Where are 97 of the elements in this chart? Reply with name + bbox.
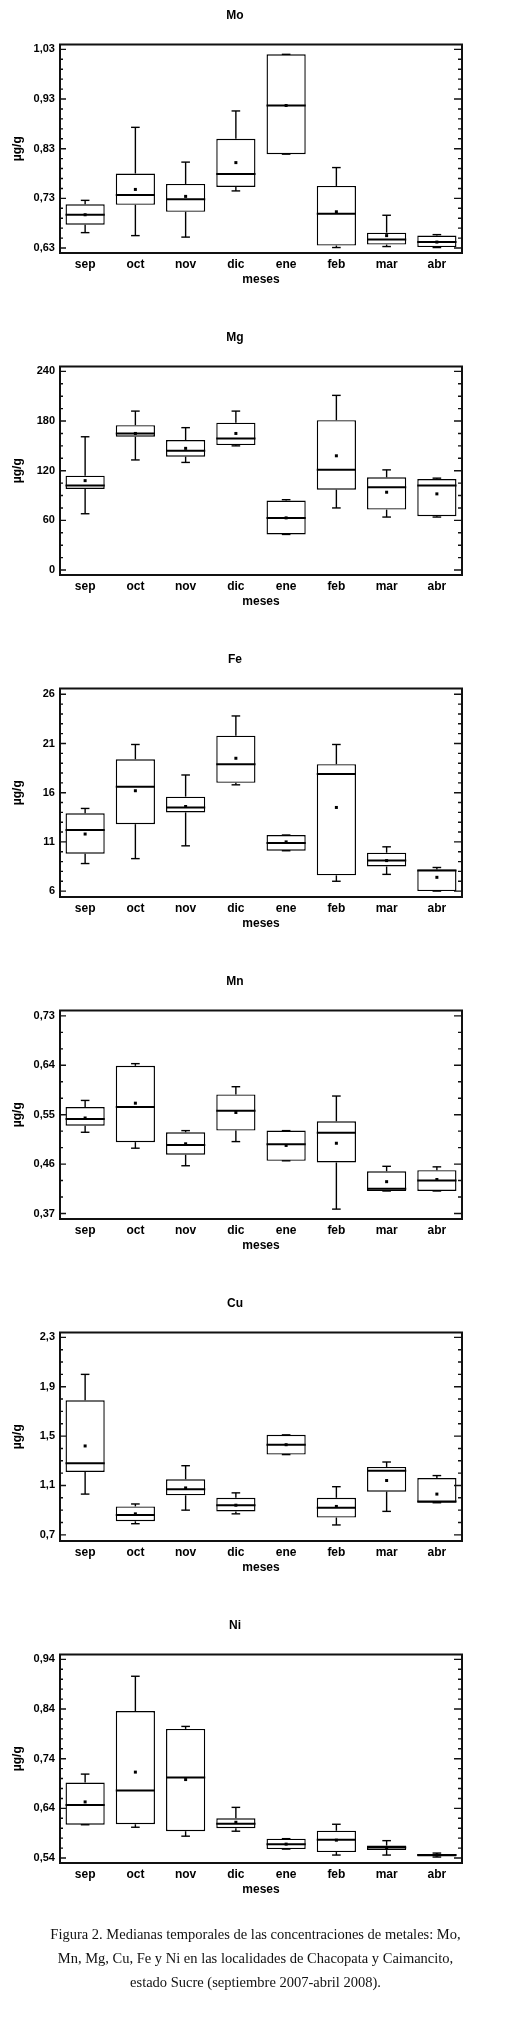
x-tick-label: sep (74, 900, 96, 915)
x-tick-label: feb (327, 1222, 346, 1237)
x-tick-label: oct (126, 1544, 145, 1559)
x-tick-label: abr (427, 900, 447, 915)
y-tick-label: 1,03 (33, 42, 55, 55)
x-tick-label: nov (174, 1866, 197, 1881)
x-tick-label: nov (174, 578, 197, 593)
x-axis-title: meses (242, 1560, 280, 1575)
x-tick-label: ene (275, 900, 297, 915)
x-tick-label: mar (375, 578, 398, 593)
x-tick-label: nov (174, 1544, 197, 1559)
y-tick-label: 0,93 (33, 92, 55, 105)
x-tick-label: oct (126, 1222, 145, 1237)
y-tick-label: 0,37 (33, 1206, 55, 1219)
chart-title: Cu (227, 1295, 243, 1310)
chart-title: Ni (229, 1617, 241, 1632)
x-tick-label: feb (327, 900, 346, 915)
text: Figura 2. Medianas temporales de las concentraciones de metales: Mo, Mn, Mg, Cu, Fe y Ni en las localidades de Chacopata y Caimancito, estado Sucre (septiembre 2007-abril 2008). (49, 1925, 462, 1992)
x-tick-label: nov (174, 900, 197, 915)
x-axis-title: meses (242, 1238, 280, 1253)
x-tick-label: ene (275, 256, 297, 271)
x-tick-label: mar (375, 1544, 398, 1559)
x-axis-title: meses (242, 594, 280, 609)
y-tick-label: 0,54 (33, 1851, 56, 1864)
y-axis-title: µg/g (9, 1102, 24, 1128)
y-tick-label: 21 (42, 736, 55, 749)
x-tick-label: mar (375, 1866, 398, 1881)
x-tick-label: nov (174, 256, 197, 271)
y-tick-label: 0,64 (33, 1801, 56, 1814)
y-tick-label: 120 (36, 463, 55, 476)
x-tick-label: dic (227, 1222, 245, 1237)
y-axis-title: µg/g (9, 458, 24, 484)
y-tick-label: 16 (42, 785, 55, 798)
y-tick-label: 0,73 (33, 191, 55, 204)
y-axis-title: µg/g (9, 1424, 24, 1450)
x-tick-label: abr (427, 256, 447, 271)
y-tick-label: 0,46 (33, 1157, 55, 1170)
x-axis-title: meses (242, 1882, 280, 1897)
x-tick-label: oct (126, 1866, 145, 1881)
x-tick-label: oct (126, 256, 145, 271)
y-axis-title: µg/g (9, 136, 24, 162)
y-tick-label: 0 (48, 563, 55, 576)
chart-title: Mn (226, 973, 244, 988)
x-tick-label: dic (227, 578, 245, 593)
y-tick-label: 1,5 (39, 1429, 55, 1442)
x-tick-label: mar (375, 256, 398, 271)
chart-title: Mo (226, 7, 244, 22)
x-tick-label: ene (275, 1222, 297, 1237)
y-tick-label: 0,74 (33, 1751, 56, 1764)
x-axis-title: meses (242, 272, 280, 287)
x-tick-label: sep (74, 1544, 96, 1559)
x-tick-label: abr (427, 578, 447, 593)
x-tick-label: feb (327, 578, 346, 593)
y-tick-label: 180 (36, 414, 55, 427)
y-tick-label: 1,1 (39, 1478, 55, 1491)
x-tick-label: mar (375, 1222, 398, 1237)
chart-title: Fe (227, 651, 243, 666)
y-tick-label: 60 (42, 513, 55, 526)
x-tick-label: dic (227, 900, 245, 915)
x-axis-title: meses (242, 916, 280, 931)
y-tick-label: 11 (43, 834, 55, 847)
x-tick-label: sep (74, 1866, 96, 1881)
y-tick-label: 0,83 (33, 141, 55, 154)
y-axis-title: µg/g (9, 780, 24, 806)
x-tick-label: dic (227, 256, 245, 271)
y-tick-label: 0,64 (33, 1058, 56, 1071)
x-tick-label: feb (327, 1866, 346, 1881)
x-tick-label: feb (327, 256, 346, 271)
x-tick-label: sep (74, 1222, 96, 1237)
x-tick-label: sep (74, 578, 96, 593)
x-tick-label: nov (174, 1222, 197, 1237)
x-tick-label: sep (74, 256, 96, 271)
y-tick-label: 0,7 (39, 1527, 55, 1540)
x-tick-label: ene (275, 1866, 297, 1881)
x-tick-label: oct (126, 900, 145, 915)
x-tick-label: abr (427, 1544, 447, 1559)
x-tick-label: dic (227, 1866, 245, 1881)
x-tick-label: ene (275, 578, 297, 593)
x-tick-label: mar (375, 900, 398, 915)
y-tick-label: 0,73 (33, 1008, 55, 1021)
y-tick-label: 0,63 (33, 241, 55, 254)
y-tick-label: 26 (42, 687, 55, 700)
x-tick-label: feb (327, 1544, 346, 1559)
y-tick-label: 240 (36, 364, 55, 377)
y-tick-label: 0,94 (33, 1652, 56, 1665)
y-tick-label: 0,84 (33, 1702, 56, 1715)
y-tick-label: 2,3 (39, 1330, 55, 1343)
chart-title: Mg (226, 329, 244, 344)
x-tick-label: oct (126, 578, 145, 593)
y-tick-label: 1,9 (39, 1379, 55, 1392)
x-tick-label: abr (427, 1866, 447, 1881)
y-tick-label: 0,55 (33, 1107, 55, 1120)
x-tick-label: abr (427, 1222, 447, 1237)
y-tick-label: 6 (48, 884, 55, 897)
x-tick-label: dic (227, 1544, 245, 1559)
x-tick-label: ene (275, 1544, 297, 1559)
y-axis-title: µg/g (9, 1746, 24, 1772)
